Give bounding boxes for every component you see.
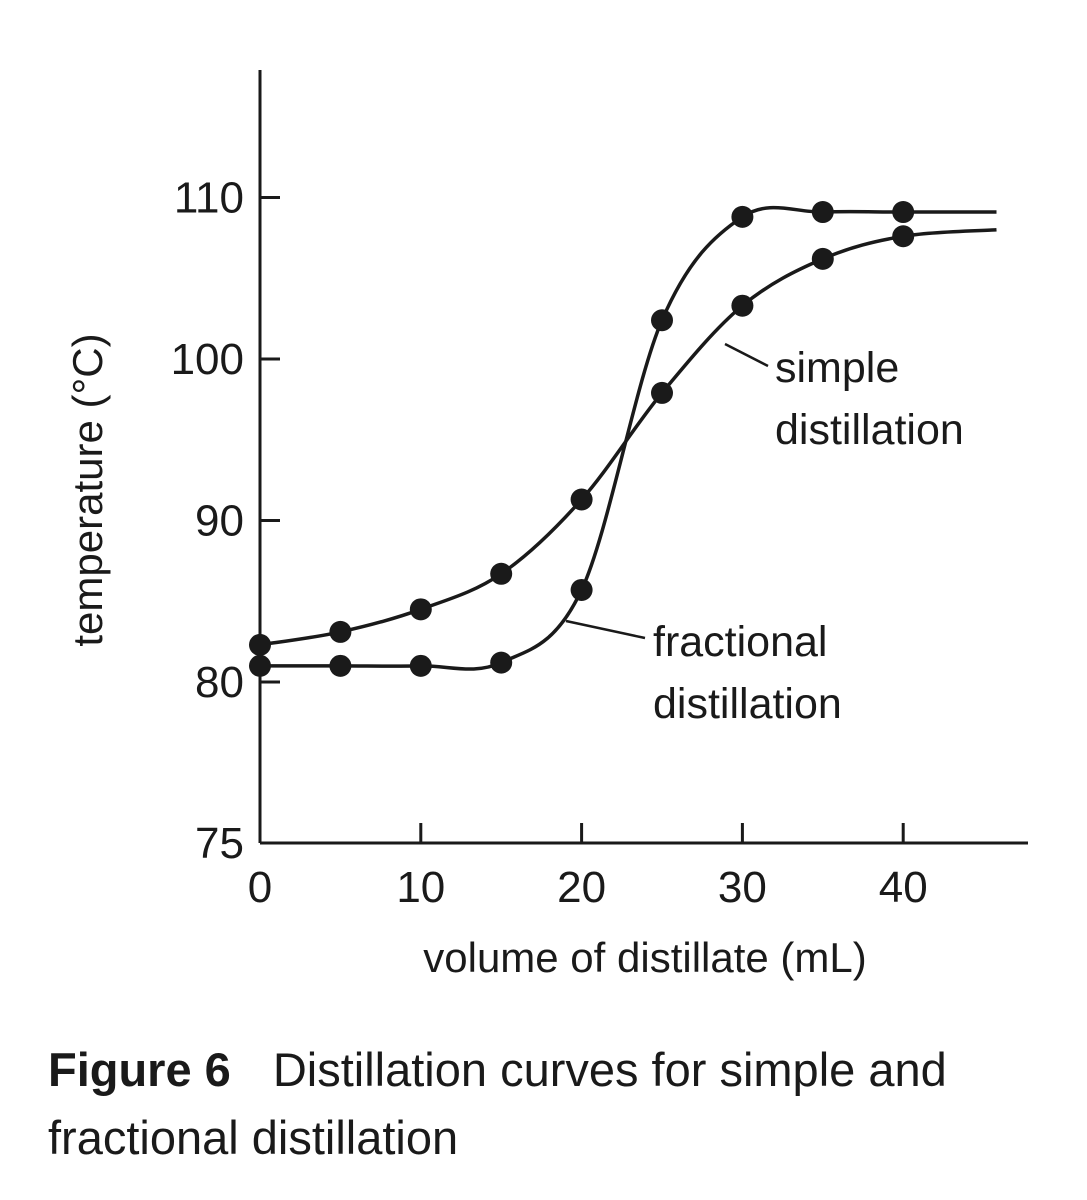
x-tick-label: 0 xyxy=(248,863,272,912)
data-point xyxy=(329,654,352,677)
figure-caption: Figure 6 Distillation curves for simple a… xyxy=(48,1036,1058,1172)
annotation-text: distillation xyxy=(653,680,842,728)
data-point xyxy=(892,225,915,248)
x-tick-label: 10 xyxy=(396,863,445,912)
series-line xyxy=(259,205,997,671)
data-point xyxy=(329,620,352,643)
data-point xyxy=(490,651,513,674)
y-tick-label: 75 xyxy=(195,819,244,868)
annotation-leader xyxy=(724,342,769,368)
caption-label: Figure 6 xyxy=(48,1043,231,1096)
data-point xyxy=(651,381,673,404)
annotation-leader xyxy=(565,619,646,640)
y-tick-label: 90 xyxy=(195,497,244,546)
data-point xyxy=(892,201,915,224)
y-axis-label: temperature (°C) xyxy=(64,333,111,646)
data-point xyxy=(249,654,271,677)
data-point xyxy=(409,598,432,621)
chart-curves xyxy=(259,205,997,671)
series-line xyxy=(259,228,997,647)
y-tick-label: 100 xyxy=(171,335,244,384)
data-point xyxy=(651,309,673,332)
chart-points xyxy=(249,201,915,677)
data-point xyxy=(811,201,834,224)
data-point xyxy=(570,488,593,511)
annotation-text: simple xyxy=(775,344,899,392)
annotation-text: distillation xyxy=(775,406,964,454)
data-point xyxy=(249,633,271,656)
chart-axes xyxy=(258,70,1028,845)
annotation-text: fractional xyxy=(653,618,827,666)
x-tick-label: 40 xyxy=(879,863,928,912)
x-tick-label: 20 xyxy=(557,863,606,912)
data-point xyxy=(570,578,593,601)
data-point xyxy=(731,205,754,228)
distillation-chart: 0 10 20 30 40 75 80 90 100 110 simple distillation… xyxy=(64,70,1028,981)
caption-text: Distillation curves for simple and fract… xyxy=(48,1043,947,1164)
data-point xyxy=(731,294,754,317)
data-point xyxy=(409,654,432,677)
y-tick-label: 110 xyxy=(174,174,244,223)
x-axis-label: volume of distillate (mL) xyxy=(423,934,866,981)
data-point xyxy=(811,247,834,270)
chart-ticks: 0 10 20 30 40 75 80 90 100 110 xyxy=(171,174,928,913)
x-tick-label: 30 xyxy=(718,863,767,912)
chart-annotations: simple distillation fractional distillation xyxy=(565,342,964,728)
y-tick-label: 80 xyxy=(195,658,244,707)
data-point xyxy=(490,562,513,585)
